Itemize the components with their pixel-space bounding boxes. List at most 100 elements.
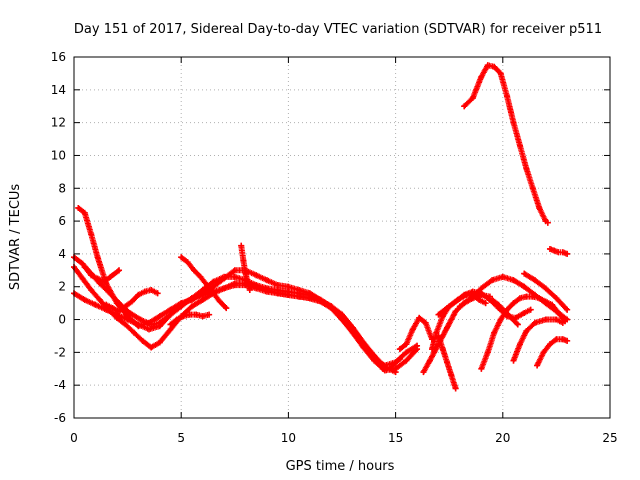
- data-point: [553, 316, 560, 323]
- data-point: [191, 267, 198, 274]
- y-tick-label: 16: [51, 50, 66, 64]
- y-tick-label: 4: [58, 247, 66, 261]
- data-point: [452, 298, 459, 305]
- data-point: [489, 296, 496, 303]
- data-point: [403, 357, 410, 364]
- data-point: [559, 249, 566, 256]
- data-point: [426, 357, 433, 364]
- data-point: [238, 242, 245, 249]
- data-point: [523, 328, 530, 335]
- data-point: [523, 293, 530, 300]
- data-point: [516, 142, 523, 149]
- x-tick-label: 20: [495, 431, 510, 445]
- data-point: [88, 287, 95, 294]
- data-point: [529, 293, 536, 300]
- data-point: [148, 344, 155, 351]
- data-point: [521, 270, 528, 277]
- plot-frame: [73, 56, 611, 419]
- data-point: [531, 319, 538, 326]
- data-point: [88, 231, 95, 238]
- data-point: [167, 311, 174, 318]
- data-point: [216, 298, 223, 305]
- y-tick-label: 2: [58, 280, 66, 294]
- data-point: [203, 282, 210, 289]
- data-point: [555, 309, 562, 316]
- data-point: [103, 301, 110, 308]
- data-point: [546, 245, 553, 252]
- data-point: [135, 291, 142, 298]
- data-series-track-13: [435, 332, 459, 392]
- data-point: [221, 273, 228, 280]
- data-point: [349, 324, 356, 331]
- data-point: [396, 346, 403, 353]
- data-point: [452, 308, 459, 315]
- data-point: [546, 341, 553, 348]
- data-point: [444, 324, 451, 331]
- data-point: [551, 247, 558, 254]
- data-point: [137, 316, 144, 323]
- data-series-track-20: [534, 336, 571, 369]
- x-tick-label: 10: [281, 431, 296, 445]
- data-point: [448, 372, 455, 379]
- data-point: [141, 288, 148, 295]
- data-point: [435, 311, 442, 318]
- data-point: [240, 257, 247, 264]
- data-point: [510, 277, 517, 284]
- data-point: [180, 313, 187, 320]
- y-tick-label: 12: [51, 116, 66, 130]
- data-point: [476, 296, 483, 303]
- data-point: [306, 295, 313, 302]
- data-point: [484, 62, 491, 69]
- chart-title: Day 151 of 2017, Sidereal Day-to-day VTE…: [74, 22, 602, 37]
- x-axis-label: GPS time / hours: [286, 459, 395, 474]
- data-point: [94, 275, 101, 282]
- data-point: [435, 332, 442, 339]
- data-point: [559, 336, 566, 343]
- data-point: [439, 346, 446, 353]
- y-tick-label: 8: [58, 181, 66, 195]
- data-point: [510, 119, 517, 126]
- data-point: [156, 313, 163, 320]
- data-point: [521, 283, 528, 290]
- data-point: [497, 70, 504, 77]
- data-point: [88, 272, 95, 279]
- data-point: [510, 357, 517, 364]
- data-point: [495, 301, 502, 308]
- data-point: [564, 250, 571, 257]
- data-point: [478, 73, 485, 80]
- y-tick-label: 0: [58, 313, 66, 327]
- data-point: [516, 341, 523, 348]
- data-point: [128, 298, 135, 305]
- data-point: [94, 254, 101, 261]
- data-point: [544, 219, 551, 226]
- data-point: [116, 267, 123, 274]
- data-point: [549, 301, 556, 308]
- data-point: [478, 285, 485, 292]
- data-point: [178, 254, 185, 261]
- data-point: [467, 295, 474, 302]
- data-point: [527, 306, 534, 313]
- data-point: [146, 326, 153, 333]
- data-point: [403, 341, 410, 348]
- y-tick-label: -2: [54, 345, 66, 359]
- data-point: [210, 278, 217, 285]
- data-point: [188, 295, 195, 302]
- data-point: [199, 291, 206, 298]
- data-point: [491, 329, 498, 336]
- y-tick-label: 10: [51, 148, 66, 162]
- data-point: [508, 314, 515, 321]
- y-tick-label: -6: [54, 411, 66, 425]
- data-point: [109, 305, 116, 312]
- x-tick-label: 0: [70, 431, 78, 445]
- data-point: [484, 349, 491, 356]
- data-point: [491, 63, 498, 70]
- data-point: [529, 185, 536, 192]
- data-point: [489, 277, 496, 284]
- data-point: [328, 303, 335, 310]
- data-point: [126, 309, 133, 316]
- data-point: [429, 346, 436, 353]
- data-point: [231, 273, 238, 280]
- data-point: [456, 303, 463, 310]
- data-point: [296, 293, 303, 300]
- data-point: [534, 362, 541, 369]
